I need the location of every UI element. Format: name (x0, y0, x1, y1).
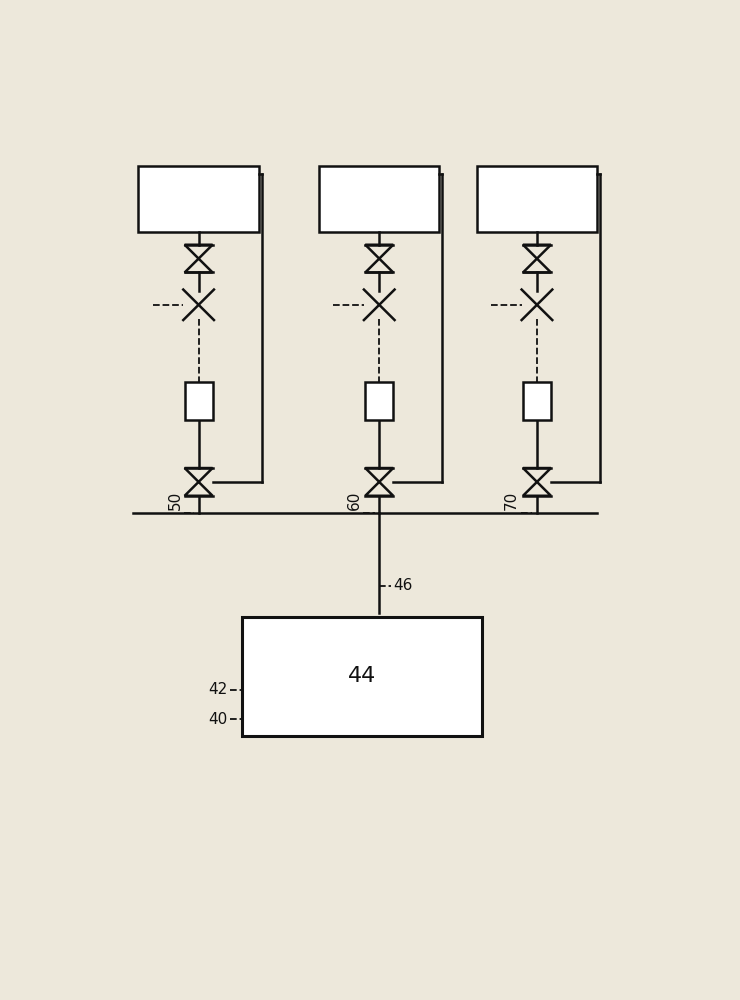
Bar (138, 166, 259, 232)
Bar (366, 382, 393, 420)
Text: 40: 40 (208, 712, 227, 727)
Bar (185, 382, 212, 420)
Bar (241, 617, 482, 736)
Bar (523, 382, 551, 420)
Bar (319, 166, 440, 232)
Text: 44: 44 (348, 666, 376, 686)
Text: 42: 42 (208, 682, 227, 697)
Text: 70: 70 (504, 491, 519, 510)
Bar (477, 166, 597, 232)
Text: 50: 50 (167, 491, 183, 510)
Text: 46: 46 (394, 578, 413, 593)
Text: 60: 60 (346, 491, 361, 510)
